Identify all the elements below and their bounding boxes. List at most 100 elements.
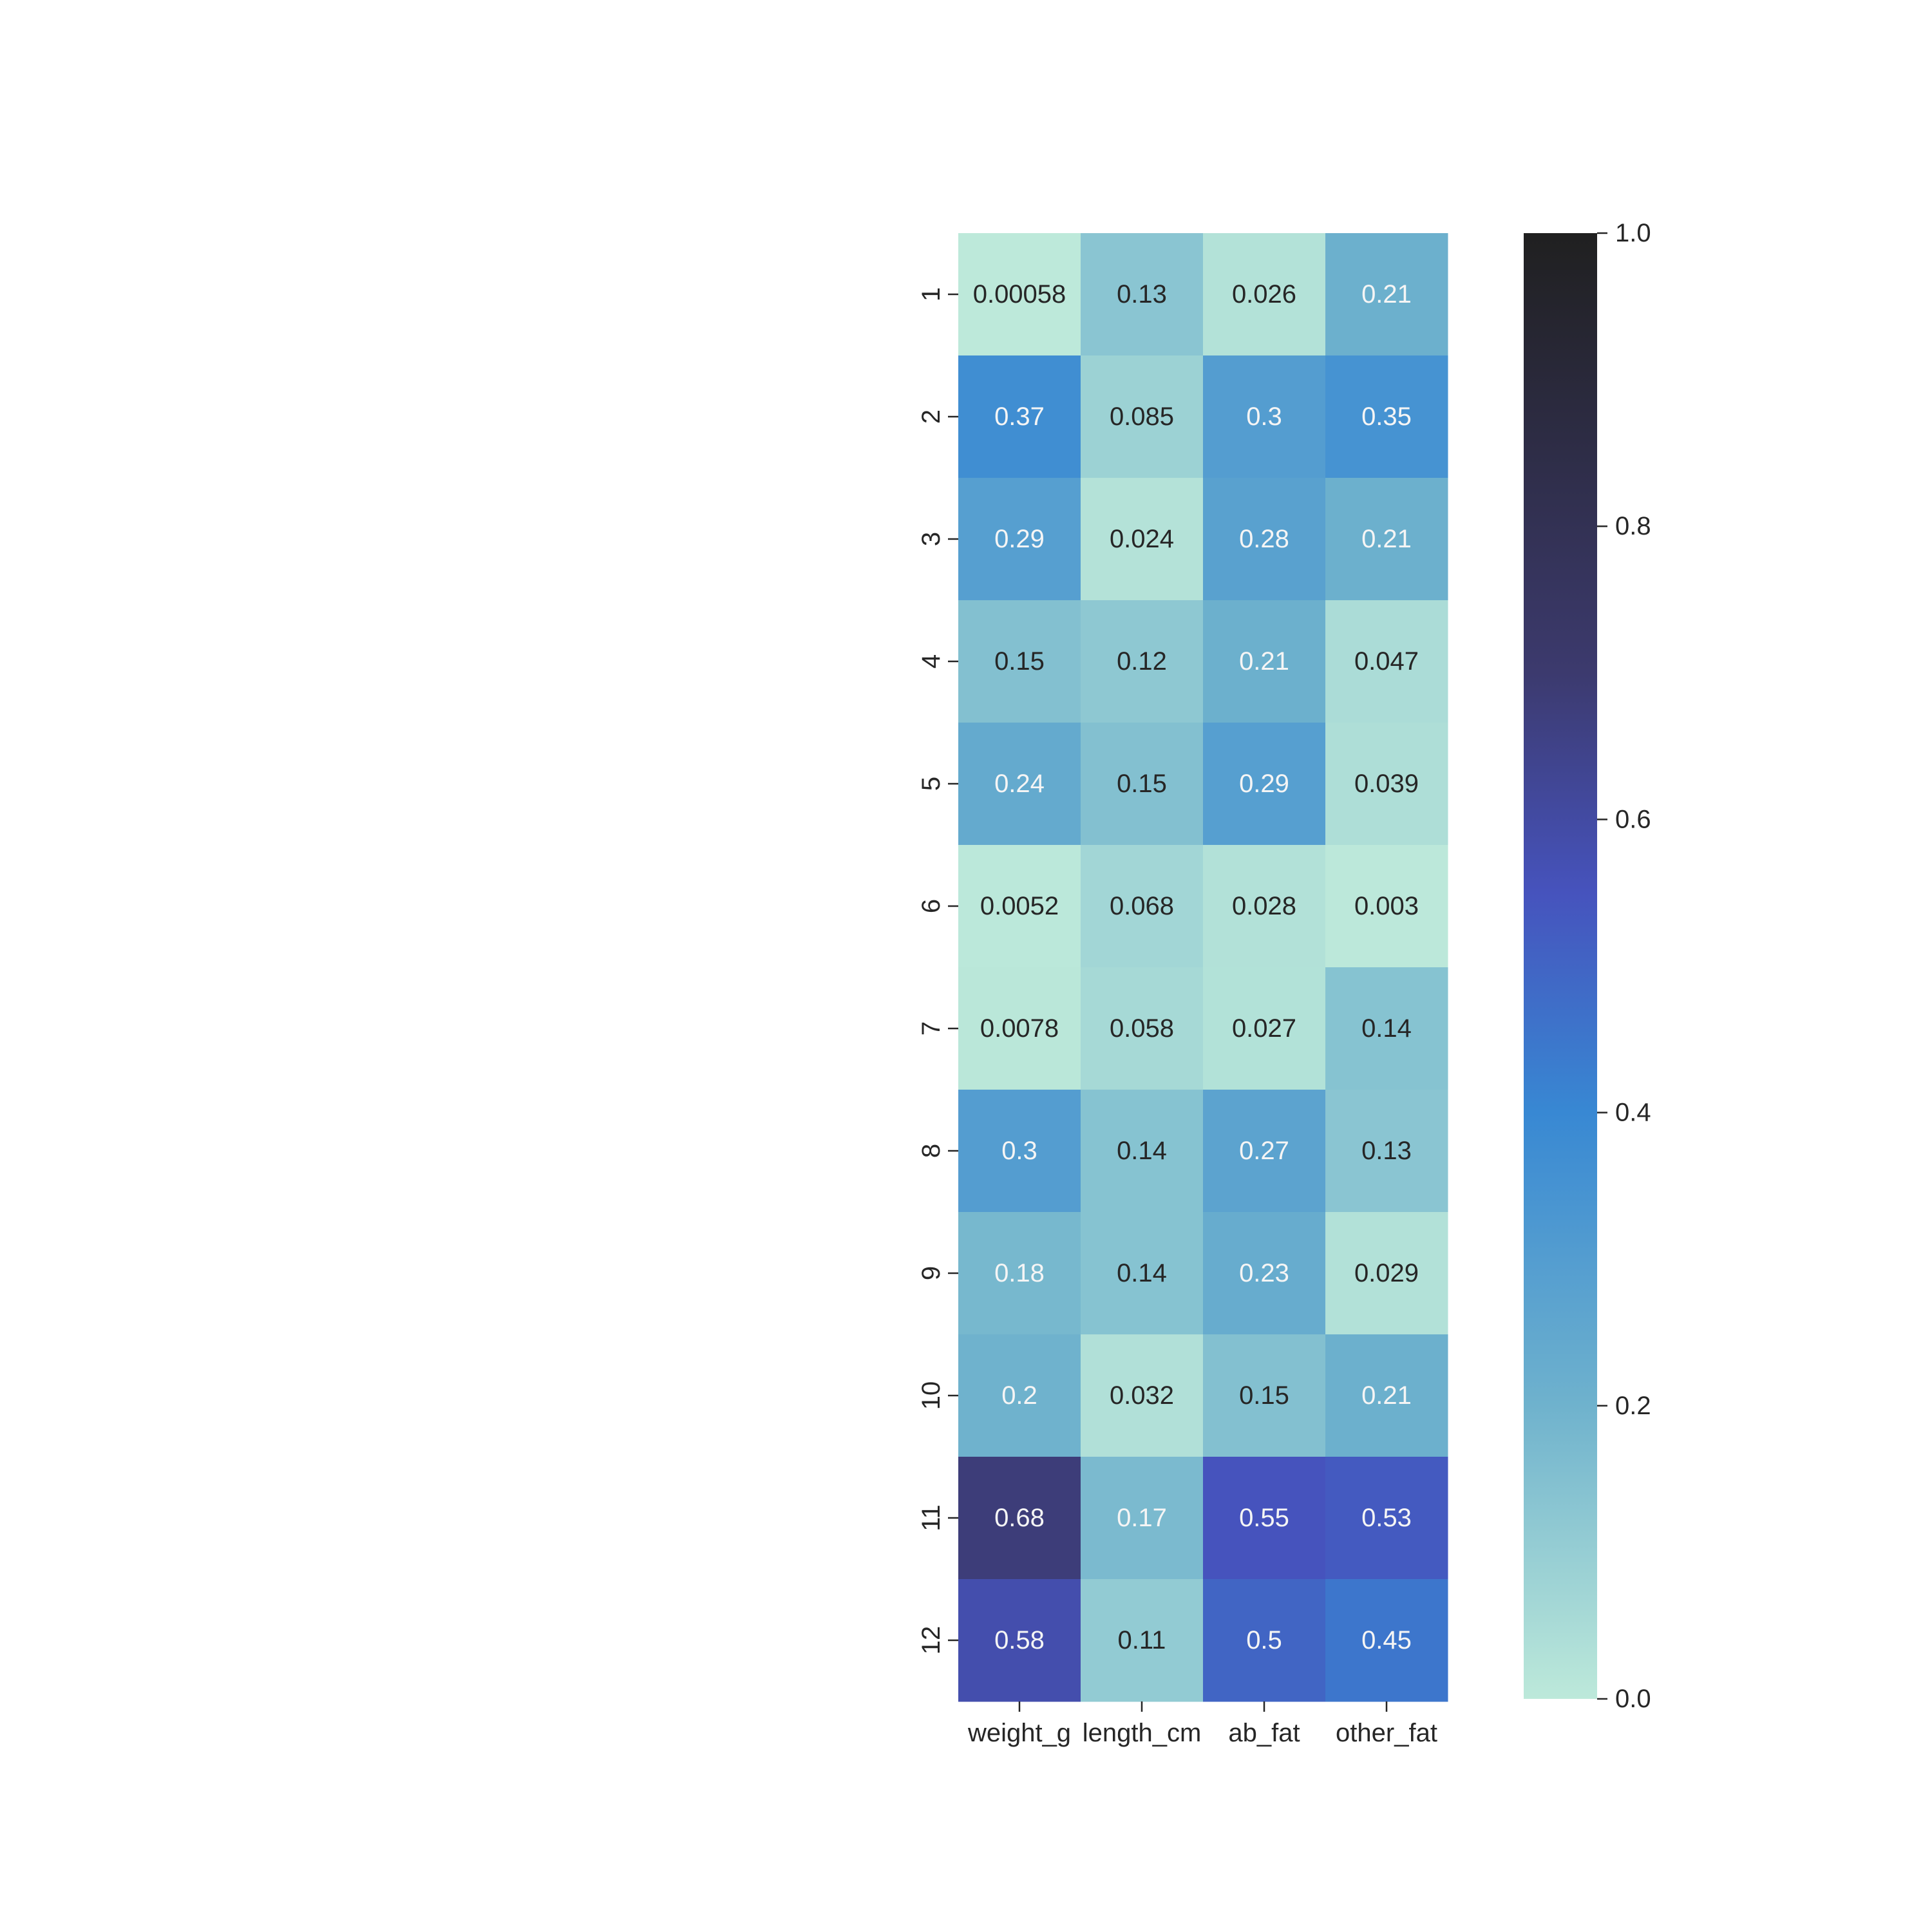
cell-value-label: 0.58	[994, 1626, 1045, 1654]
cell-value-label: 0.11	[1118, 1626, 1166, 1654]
heatmap-cell	[958, 1334, 1081, 1457]
heatmap-cell	[1325, 1090, 1448, 1213]
y-tick-label: 3	[917, 532, 945, 546]
cell-value-label: 0.024	[1110, 525, 1174, 553]
heatmap-cell	[1325, 478, 1448, 601]
heatmap-cell	[1081, 723, 1204, 846]
heatmap-cell	[1203, 1334, 1326, 1457]
x-tick-label: length_cm	[1083, 1719, 1202, 1747]
cell-value-label: 0.17	[1117, 1504, 1167, 1532]
cell-value-label: 0.27	[1239, 1137, 1289, 1165]
heatmap-cell	[1325, 1579, 1448, 1702]
heatmap-cell	[1325, 1334, 1448, 1457]
heatmap-cell	[958, 233, 1081, 356]
y-tick-label: 1	[917, 287, 945, 301]
cell-value-label: 0.039	[1354, 770, 1419, 798]
heatmap-cell	[1325, 723, 1448, 846]
y-tick-label: 8	[917, 1144, 945, 1158]
heatmap-cell	[1081, 845, 1204, 968]
y-tick-label: 4	[917, 654, 945, 668]
heatmap-cell	[1203, 723, 1326, 846]
cell-value-label: 0.026	[1232, 280, 1296, 308]
cell-value-label: 0.5	[1246, 1626, 1282, 1654]
heatmap-cell	[1325, 1457, 1448, 1580]
cell-value-label: 0.23	[1239, 1259, 1289, 1287]
cell-value-label: 0.0052	[980, 892, 1059, 920]
cell-value-label: 0.15	[994, 647, 1045, 676]
heatmap-cell	[1081, 1579, 1204, 1702]
heatmap-cell	[1081, 233, 1204, 356]
heatmap-cell	[1325, 233, 1448, 356]
y-tick-label: 9	[917, 1266, 945, 1280]
heatmap-cell	[1081, 600, 1204, 723]
heatmap-cell	[1325, 967, 1448, 1090]
heatmap-cell	[958, 478, 1081, 601]
cell-value-label: 0.29	[994, 525, 1045, 553]
colorbar-gradient	[1524, 233, 1597, 1699]
heatmap-cell	[1203, 233, 1326, 356]
cell-value-label: 0.13	[1117, 280, 1167, 308]
colorbar-tick-label: 0.4	[1615, 1099, 1651, 1127]
cell-value-label: 0.15	[1239, 1381, 1289, 1410]
cell-value-label: 0.068	[1110, 892, 1174, 920]
heatmap-cell	[1203, 478, 1326, 601]
heatmap-cell	[958, 723, 1081, 846]
heatmap-cell	[958, 1090, 1081, 1213]
y-tick-label: 6	[917, 899, 945, 913]
y-tick-label: 2	[917, 410, 945, 424]
cell-value-label: 0.0078	[980, 1014, 1059, 1043]
heatmap-cell	[958, 1457, 1081, 1580]
cell-value-label: 0.28	[1239, 525, 1289, 553]
heatmap-cell	[958, 845, 1081, 968]
heatmap-cell	[1081, 967, 1204, 1090]
heatmap-cell	[1203, 967, 1326, 1090]
y-tick-label: 12	[917, 1626, 945, 1655]
cell-value-label: 0.085	[1110, 402, 1174, 431]
cell-value-label: 0.21	[1361, 280, 1412, 308]
cell-value-label: 0.24	[994, 770, 1045, 798]
cell-value-label: 0.37	[994, 402, 1045, 431]
heatmap-cell	[1081, 355, 1204, 478]
cell-value-label: 0.68	[994, 1504, 1045, 1532]
cell-value-label: 0.14	[1117, 1259, 1167, 1287]
colorbar-tick-label: 0.6	[1615, 805, 1651, 833]
cell-value-label: 0.3	[1001, 1137, 1037, 1165]
heatmap-cell	[958, 600, 1081, 723]
heatmap-cell	[1203, 1212, 1326, 1335]
heatmap-cell	[958, 967, 1081, 1090]
heatmap-cell	[958, 1212, 1081, 1335]
cell-value-label: 0.21	[1239, 647, 1289, 676]
x-tick-label: weight_g	[967, 1719, 1071, 1747]
heatmap-cell	[1203, 355, 1326, 478]
colorbar-tick-label: 0.0	[1615, 1685, 1651, 1713]
cell-value-label: 0.029	[1354, 1259, 1419, 1287]
y-tick-label: 10	[917, 1381, 945, 1410]
cell-value-label: 0.21	[1361, 525, 1412, 553]
heatmap-cells: 0.00058 0.13 0.026 0.21 0.37 0.085 0.3 0.35 0.29…	[958, 233, 1448, 1702]
colorbar-tick-label: 0.2	[1615, 1392, 1651, 1420]
cell-value-label: 0.00058	[973, 280, 1066, 308]
cell-value-label: 0.028	[1232, 892, 1296, 920]
x-tick-label: ab_fat	[1228, 1719, 1300, 1747]
cell-value-label: 0.18	[994, 1259, 1045, 1287]
heatmap-cell	[1203, 1457, 1326, 1580]
cell-value-label: 0.047	[1354, 647, 1419, 676]
cell-value-label: 0.53	[1361, 1504, 1412, 1532]
cell-value-label: 0.21	[1361, 1381, 1412, 1410]
cell-value-label: 0.058	[1110, 1014, 1174, 1043]
cell-value-label: 0.12	[1117, 647, 1167, 676]
heatmap-cell	[1325, 355, 1448, 478]
heatmap-cell	[958, 355, 1081, 478]
cell-value-label: 0.3	[1246, 402, 1282, 431]
colorbar-tick-label: 1.0	[1615, 219, 1651, 247]
heatmap-cell	[1081, 1090, 1204, 1213]
y-tick-label: 11	[917, 1504, 945, 1531]
heatmap-cell	[1081, 1334, 1204, 1457]
cell-value-label: 0.2	[1001, 1381, 1037, 1410]
heatmap-cell	[1325, 1212, 1448, 1335]
colorbar-tick-label: 0.8	[1615, 512, 1651, 540]
heatmap-cell	[1325, 845, 1448, 968]
cell-value-label: 0.027	[1232, 1014, 1296, 1043]
